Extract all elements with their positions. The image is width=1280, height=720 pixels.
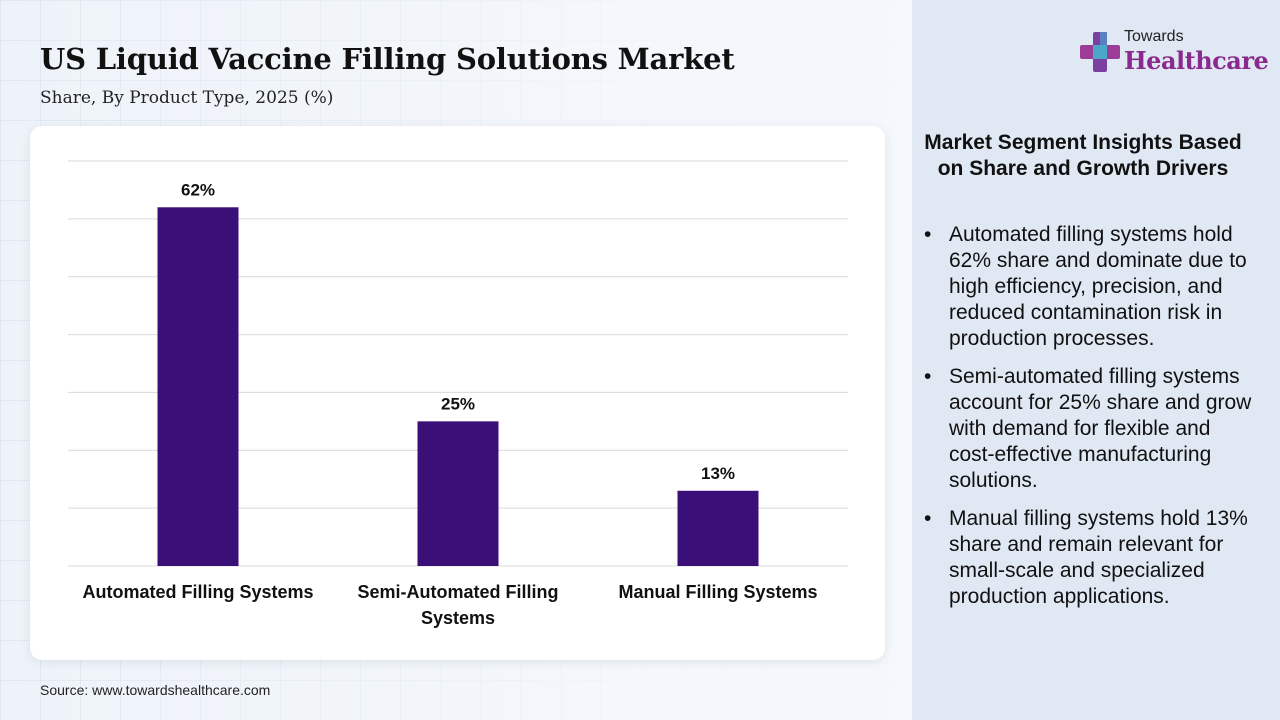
logo-text-towards: Towards: [1124, 28, 1184, 45]
insight-item: Automated filling systems hold 62% share…: [920, 222, 1260, 352]
source-note: Source: www.towardshealthcare.com: [40, 682, 271, 698]
page-subtitle: Share, By Product Type, 2025 (%): [40, 88, 334, 108]
data-label: 13%: [701, 464, 735, 483]
brand-logo: Towards Healthcare: [1080, 28, 1269, 78]
data-label: 62%: [181, 180, 215, 199]
bar: [677, 490, 759, 566]
x-tick-label: Semi-Automated Filling Systems: [357, 582, 558, 628]
bar: [417, 421, 499, 566]
medical-cross-icon: [1080, 32, 1120, 72]
data-label: 25%: [441, 394, 475, 413]
insight-item: Semi-automated filling systems account f…: [920, 364, 1260, 494]
bar: [157, 207, 239, 566]
page-title: US Liquid Vaccine Filling Solutions Mark…: [40, 42, 735, 76]
x-tick-label: Automated Filling Systems: [82, 582, 313, 602]
insights-list: Automated filling systems hold 62% share…: [920, 222, 1260, 622]
bar-chart: 62% Automated Filling Systems 25% Semi-Auto…: [68, 160, 848, 628]
x-tick-label: Manual Filling Systems: [618, 582, 817, 602]
logo-text-healthcare: Healthcare: [1124, 46, 1269, 75]
insights-title: Market Segment Insights Based on Share a…: [924, 131, 1242, 180]
insight-item: Manual filling systems hold 13% share an…: [920, 506, 1260, 610]
chart-card: 62% Automated Filling Systems 25% Semi-Auto…: [30, 126, 885, 660]
